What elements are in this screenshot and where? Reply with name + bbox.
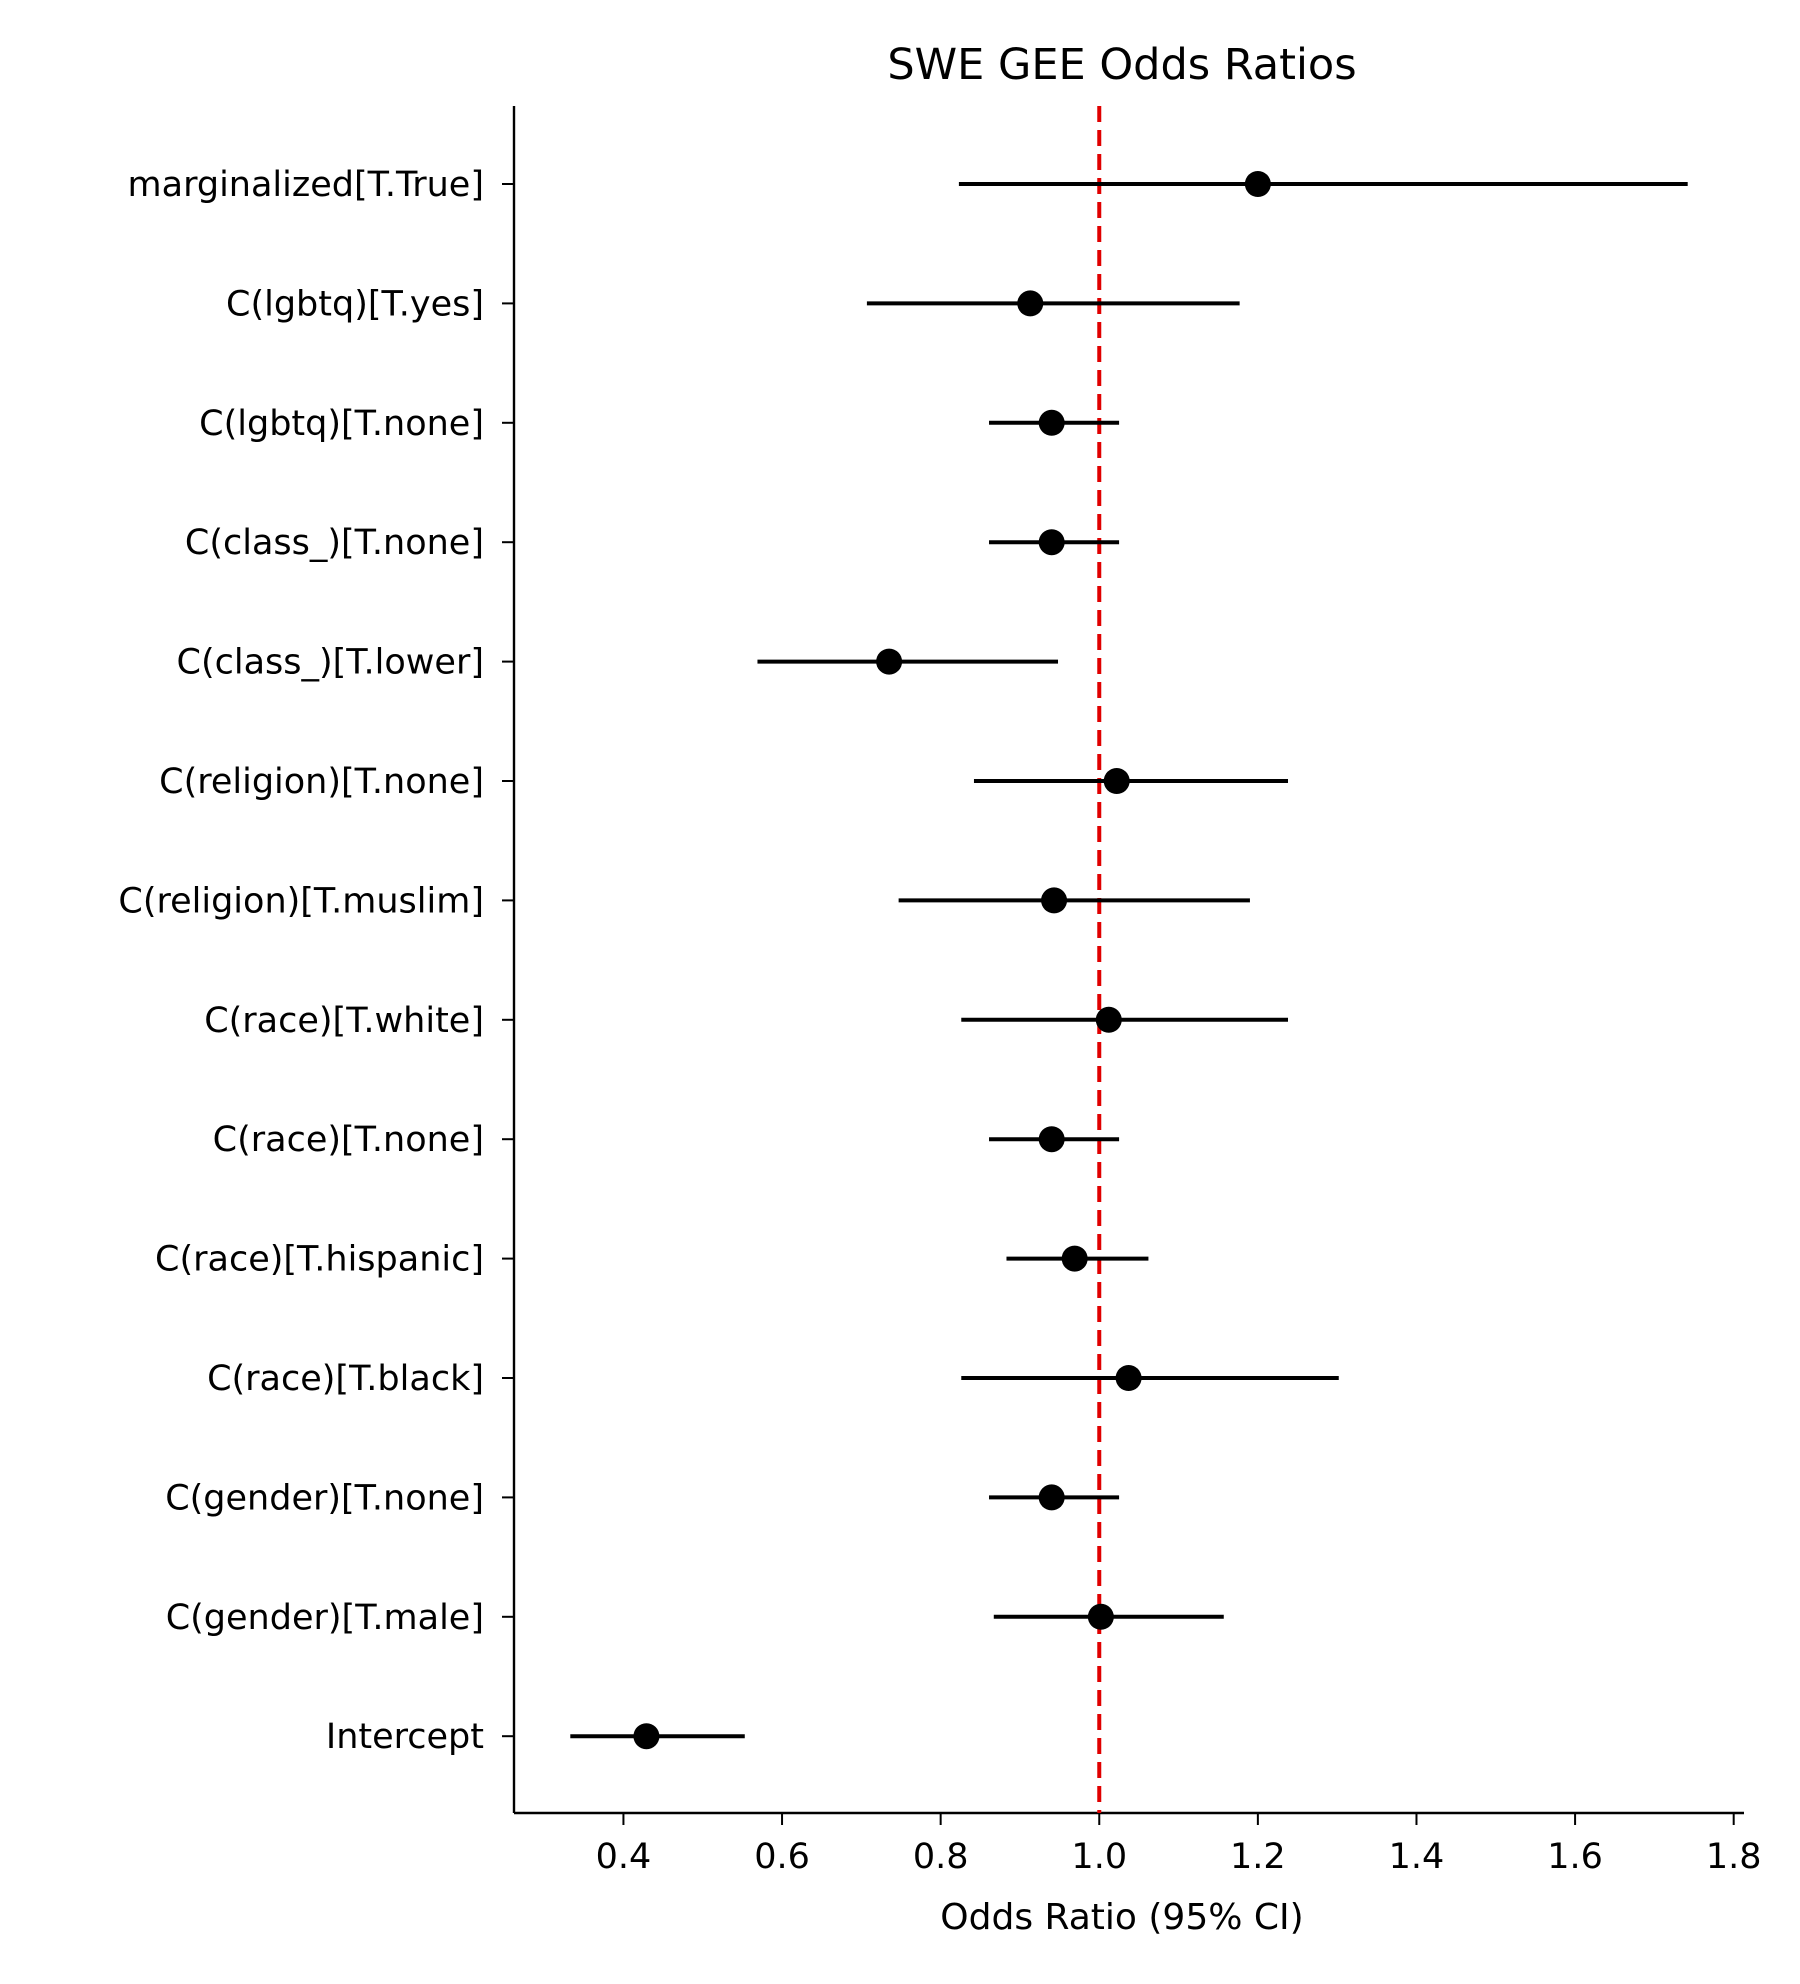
y-tick-label: C(race)[T.black] [207, 1359, 484, 1399]
odds-ratio-point [1017, 290, 1044, 317]
x-tick-label: 0.6 [754, 1837, 810, 1877]
y-tick-label: C(gender)[T.none] [165, 1478, 484, 1518]
x-tick-label: 1.8 [1706, 1837, 1762, 1877]
odds-ratio-point [1115, 1365, 1142, 1391]
odds-ratio-point [1038, 1484, 1065, 1511]
y-tick-label: C(religion)[T.none] [159, 762, 484, 802]
plot-area: 0.4 0.6 0.8 1.0 1.2 1.4 1.6 1.8 marginalized[T.T… [118, 106, 1762, 1877]
y-tick-label: C(race)[T.white] [204, 1001, 484, 1041]
y-tick-label: marginalized[T.True] [128, 165, 484, 205]
y-tick-label: C(lgbtq)[T.none] [199, 404, 484, 444]
y-tick-label: Intercept [326, 1717, 484, 1757]
x-tick-label: 1.2 [1230, 1837, 1286, 1877]
odds-ratio-point [1103, 768, 1130, 794]
y-tick-label: C(class_)[T.lower] [177, 643, 484, 683]
chart-title: SWE GEE Odds Ratios [887, 40, 1356, 90]
odds-ratio-point [1041, 887, 1068, 914]
odds-ratio-point [1038, 409, 1065, 436]
odds-ratio-point [1087, 1603, 1114, 1630]
y-tick-label: C(gender)[T.male] [166, 1598, 484, 1638]
y-tick-label: C(race)[T.none] [213, 1120, 484, 1160]
odds-ratio-point [1038, 529, 1065, 556]
odds-ratio-point [633, 1723, 660, 1750]
x-tick-label: 1.4 [1389, 1837, 1445, 1877]
odds-ratio-point [1244, 171, 1271, 197]
x-tick-label: 1.6 [1547, 1837, 1603, 1877]
x-tick-label: 0.4 [596, 1837, 652, 1877]
y-tick-label: C(class_)[T.none] [185, 523, 484, 563]
y-tick-label: C(race)[T.hispanic] [155, 1240, 484, 1280]
odds-ratio-point [1095, 1006, 1122, 1033]
y-tick-label: C(religion)[T.muslim] [118, 881, 484, 921]
odds-ratio-point [1038, 1126, 1065, 1153]
odds-ratio-point [1061, 1245, 1088, 1272]
y-tick-label: C(lgbtq)[T.yes] [226, 284, 484, 324]
x-axis-title: Odds Ratio (95% CI) [940, 1897, 1303, 1938]
x-tick-label: 0.8 [913, 1837, 969, 1877]
x-tick-label: 1.0 [1071, 1837, 1127, 1877]
odds-ratio-point [876, 648, 903, 675]
